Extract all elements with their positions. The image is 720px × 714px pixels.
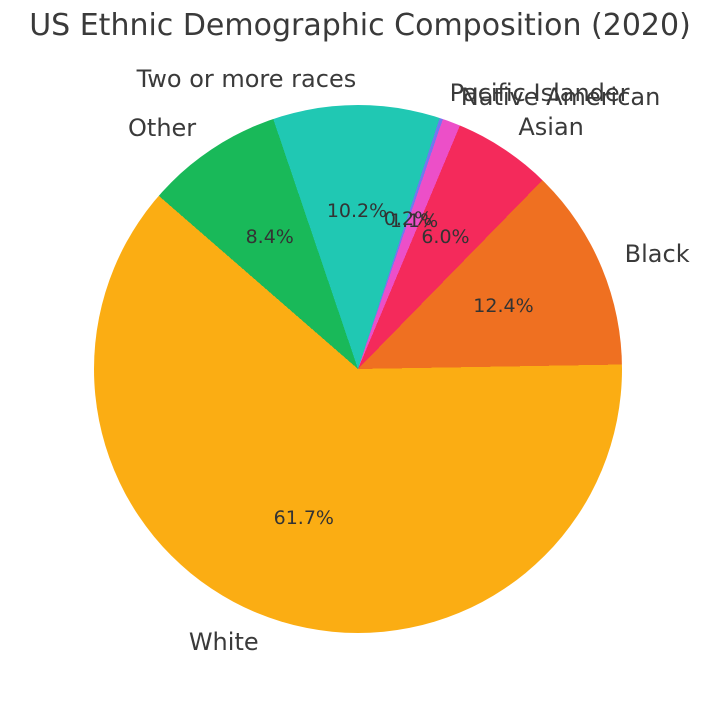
slice-label-white: White bbox=[188, 627, 259, 656]
slice-pct-other: 8.4% bbox=[245, 226, 294, 249]
slice-pct-native-american: 1.1% bbox=[389, 209, 439, 232]
slice-pct-black: 12.4% bbox=[473, 295, 534, 318]
chart-title: US Ethnic Demographic Composition (2020) bbox=[29, 8, 691, 43]
pie-graphic bbox=[94, 105, 622, 633]
slice-pct-two-or-more-races: 10.2% bbox=[326, 199, 388, 222]
slice-pct-white: 61.7% bbox=[273, 506, 334, 529]
slice-label-pacific-islander: Pacific Islander bbox=[449, 79, 630, 108]
slice-pct-pacific-islander: 0.2% bbox=[383, 207, 433, 230]
slice-label-other: Other bbox=[128, 113, 197, 142]
slice-label-asian: Asian bbox=[518, 112, 584, 141]
slice-label-two-or-more-races: Two or more races bbox=[136, 64, 357, 93]
slice-label-native-american: Native American bbox=[460, 83, 661, 112]
slice-label-black: Black bbox=[624, 239, 690, 268]
slice-pct-asian: 6.0% bbox=[421, 225, 470, 248]
